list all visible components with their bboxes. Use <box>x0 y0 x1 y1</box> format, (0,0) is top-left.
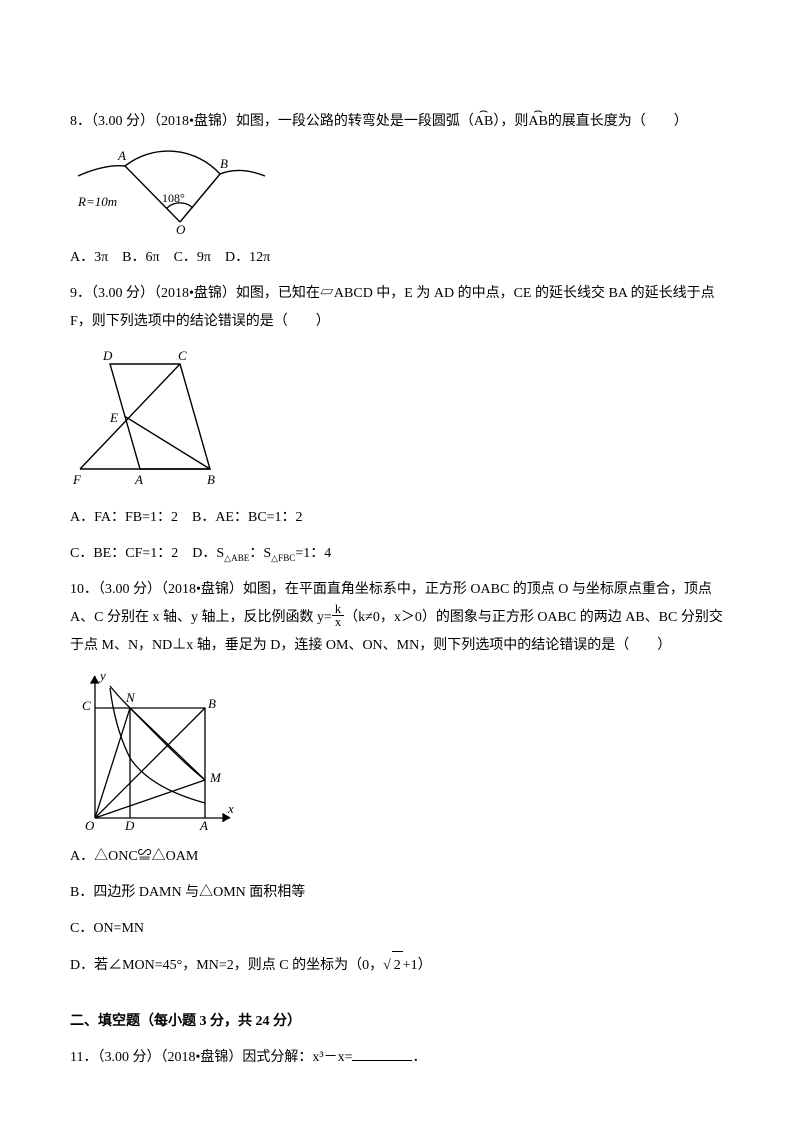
q9-source: （2018•盘锦） <box>154 286 236 301</box>
section2-title: 二、填空题（每小题 3 分，共 24 分） <box>70 1008 724 1036</box>
q9-optc-mid: ：S <box>249 546 271 561</box>
q9-optc-sub1: △ABE <box>224 553 249 563</box>
q10-label-y: y <box>98 668 106 683</box>
q11-source: （2018•盘锦） <box>160 1050 242 1065</box>
q11-stem: 11．（3.00 分）（2018•盘锦）因式分解：x³－x= ． <box>70 1044 724 1072</box>
q10-label-N: N <box>125 690 136 705</box>
q10-label-A: A <box>199 818 208 833</box>
q8-arc2: AB <box>528 108 547 136</box>
q8-text-suf: 的展直长度为（ ） <box>548 114 688 129</box>
q11-text-suf: ． <box>412 1050 426 1065</box>
q8-text-pre: 如图，一段公路的转弯处是一段圆弧（ <box>236 114 474 129</box>
q10-number: 10． <box>70 582 98 597</box>
q11-blank <box>352 1047 412 1061</box>
q9-number: 9． <box>70 286 91 301</box>
q8-label-B: B <box>220 156 228 171</box>
q9-label-F: F <box>72 472 82 487</box>
q10-label-B: B <box>208 696 216 711</box>
q8-source: （2018•盘锦） <box>154 114 236 129</box>
q8-label-O: O <box>176 222 186 234</box>
q8-label-R: R=10m <box>77 194 117 209</box>
q9-optc-suf: =1：4 <box>295 546 331 561</box>
q9-label-A: A <box>134 472 143 487</box>
q10-svg: y x C N B M O D A <box>70 668 240 833</box>
q8-stem: 8．（3.00 分）（2018•盘锦）如图，一段公路的转弯处是一段圆弧（AB），… <box>70 108 724 136</box>
q10-label-O: O <box>85 818 95 833</box>
q9-points: （3.00 分） <box>91 286 154 301</box>
q10-frac: kx <box>332 603 344 629</box>
q8-text-mid: ），则 <box>493 114 528 129</box>
q9-label-B: B <box>207 472 215 487</box>
q10-optd-pre: D．若∠MON=45°，MN=2，则点 C 的坐标为（0， <box>70 958 383 973</box>
q8-points: （3.00 分） <box>91 114 154 129</box>
q10-label-D: D <box>124 818 135 833</box>
q11-points: （3.00 分） <box>97 1050 160 1065</box>
q10-frac-num: k <box>332 603 344 617</box>
q8-angle: 108° <box>162 191 185 205</box>
q10-points: （3.00 分） <box>98 582 161 597</box>
q9-stem: 9．（3.00 分）（2018•盘锦）如图，已知在▱ABCD 中，E 为 AD … <box>70 280 724 336</box>
q9-figure: D C E F A B <box>70 344 724 494</box>
q10-frac-den: x <box>332 616 344 629</box>
q9-opt-cd: C．BE：CF=1：2 D．S△ABE：S△FBC=1：4 <box>70 540 724 568</box>
q9-label-E: E <box>109 410 118 425</box>
q9-optc-pre: C．BE：CF=1：2 D．S <box>70 546 224 561</box>
q10-opt-c: C．ON=MN <box>70 915 724 943</box>
q8-arc1: AB <box>474 108 493 136</box>
q10-label-x: x <box>227 801 234 816</box>
q10-opt-d: D．若∠MON=45°，MN=2，则点 C 的坐标为（0，√2+1） <box>70 951 724 980</box>
q10-label-C: C <box>82 698 91 713</box>
q10-opt-b: B．四边形 DAMN 与△OMN 面积相等 <box>70 879 724 907</box>
q9-opt-ab: A．FA：FB=1：2 B．AE：BC=1：2 <box>70 504 724 532</box>
q9-label-C: C <box>178 348 187 363</box>
q10-label-M: M <box>209 770 222 785</box>
q10-figure: y x C N B M O D A <box>70 668 724 833</box>
q8-label-A: A <box>117 148 126 163</box>
q9-svg: D C E F A B <box>70 344 230 494</box>
q8-figure: A B O R=10m 108° <box>70 144 724 234</box>
q9-optc-sub2: △FBC <box>271 553 295 563</box>
q11-number: 11． <box>70 1050 97 1065</box>
page-content: 8．（3.00 分）（2018•盘锦）如图，一段公路的转弯处是一段圆弧（AB），… <box>0 0 794 1140</box>
q10-optd-suf: +1） <box>403 958 432 973</box>
q8-options: A．3π B．6π C．9π D．12π <box>70 244 724 272</box>
q8-svg: A B O R=10m 108° <box>70 144 270 234</box>
q10-stem: 10．（3.00 分）（2018•盘锦）如图，在平面直角坐标系中，正方形 OAB… <box>70 576 724 660</box>
q10-source: （2018•盘锦） <box>161 582 243 597</box>
q8-number: 8． <box>70 114 91 129</box>
q10-opt-a: A．△ONC≌△OAM <box>70 843 724 871</box>
q11-text-pre: 因式分解：x³－x= <box>242 1050 352 1065</box>
q10-optd-root: 2 <box>392 951 403 980</box>
q9-label-D: D <box>102 348 113 363</box>
